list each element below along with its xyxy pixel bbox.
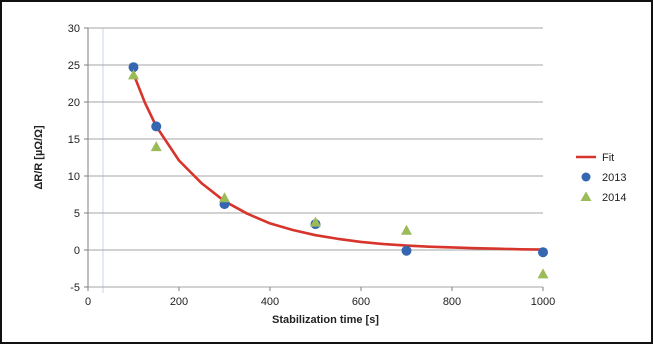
x-tick-label: 600: [352, 296, 370, 308]
y-axis-title: ΔR/R [µΩ/Ω]: [33, 125, 45, 190]
y-tick-label: 25: [68, 60, 80, 72]
data-point-2014: [219, 192, 230, 203]
legend-label: Fit: [602, 152, 614, 164]
legend-label: 2014: [602, 192, 626, 204]
legend-label: 2013: [602, 172, 626, 184]
data-point-2014: [401, 224, 412, 235]
x-tick-label: 1000: [531, 296, 555, 308]
y-tick-label: 20: [68, 97, 80, 109]
data-point-2013: [128, 62, 139, 73]
data-point-2014: [537, 268, 549, 279]
legend-2014-swatch: [580, 191, 592, 201]
y-tick-label: 10: [68, 171, 80, 183]
x-tick-label: 800: [443, 296, 461, 308]
y-tick-label: 30: [68, 23, 80, 35]
data-point-2013: [538, 247, 548, 258]
data-point-2014: [128, 69, 139, 80]
y-tick-label: -5: [70, 282, 80, 294]
legend-2013-swatch: [581, 172, 591, 182]
data-point-2013: [401, 245, 412, 256]
series-fit-line: [132, 72, 545, 251]
data-point-2013: [151, 121, 162, 132]
y-tick-label: 15: [68, 134, 80, 146]
x-tick-label: 200: [170, 296, 188, 308]
x-axis-title: Stabilization time [s]: [272, 314, 379, 326]
data-point-2014: [310, 216, 321, 227]
x-tick-label: 400: [261, 296, 279, 308]
data-point-2014: [150, 141, 162, 152]
x-tick-label: 0: [85, 296, 91, 308]
y-tick-label: 0: [74, 245, 80, 257]
y-tick-label: 5: [74, 208, 80, 220]
